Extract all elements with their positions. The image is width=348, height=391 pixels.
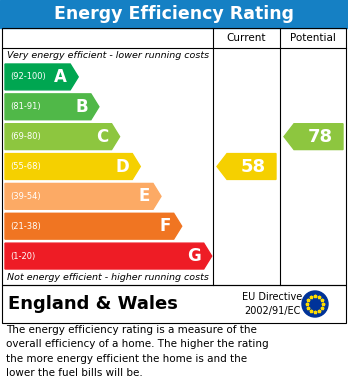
- Text: G: G: [187, 247, 201, 265]
- Text: D: D: [116, 158, 129, 176]
- Text: Current: Current: [227, 33, 266, 43]
- Text: Energy Efficiency Rating: Energy Efficiency Rating: [54, 5, 294, 23]
- Polygon shape: [5, 213, 182, 239]
- Text: The energy efficiency rating is a measure of the
overall efficiency of a home. T: The energy efficiency rating is a measur…: [6, 325, 269, 378]
- Text: EU Directive
2002/91/EC: EU Directive 2002/91/EC: [242, 292, 302, 316]
- Text: (21-38): (21-38): [10, 222, 41, 231]
- Text: (81-91): (81-91): [10, 102, 41, 111]
- Text: 78: 78: [308, 127, 333, 145]
- Polygon shape: [5, 124, 120, 150]
- Text: (39-54): (39-54): [10, 192, 41, 201]
- Text: Very energy efficient - lower running costs: Very energy efficient - lower running co…: [7, 50, 209, 59]
- Polygon shape: [284, 124, 343, 150]
- Text: E: E: [139, 187, 150, 205]
- Text: 58: 58: [241, 158, 266, 176]
- Text: (92-100): (92-100): [10, 72, 46, 81]
- Bar: [2, 285, 346, 323]
- Polygon shape: [5, 183, 161, 209]
- Text: Potential: Potential: [290, 33, 336, 43]
- Bar: [0, 0, 348, 28]
- Circle shape: [302, 291, 328, 317]
- Text: England & Wales: England & Wales: [8, 295, 178, 313]
- Polygon shape: [217, 154, 276, 179]
- Text: C: C: [96, 127, 109, 145]
- Text: B: B: [75, 98, 88, 116]
- Polygon shape: [5, 94, 99, 120]
- Polygon shape: [5, 64, 78, 90]
- Bar: [2, 28, 346, 285]
- Text: A: A: [54, 68, 67, 86]
- Text: Not energy efficient - higher running costs: Not energy efficient - higher running co…: [7, 273, 209, 283]
- Bar: [2, 285, 346, 323]
- Text: (69-80): (69-80): [10, 132, 41, 141]
- Text: (1-20): (1-20): [10, 251, 35, 260]
- Text: (55-68): (55-68): [10, 162, 41, 171]
- Text: F: F: [159, 217, 171, 235]
- Polygon shape: [5, 154, 140, 179]
- Polygon shape: [5, 243, 212, 269]
